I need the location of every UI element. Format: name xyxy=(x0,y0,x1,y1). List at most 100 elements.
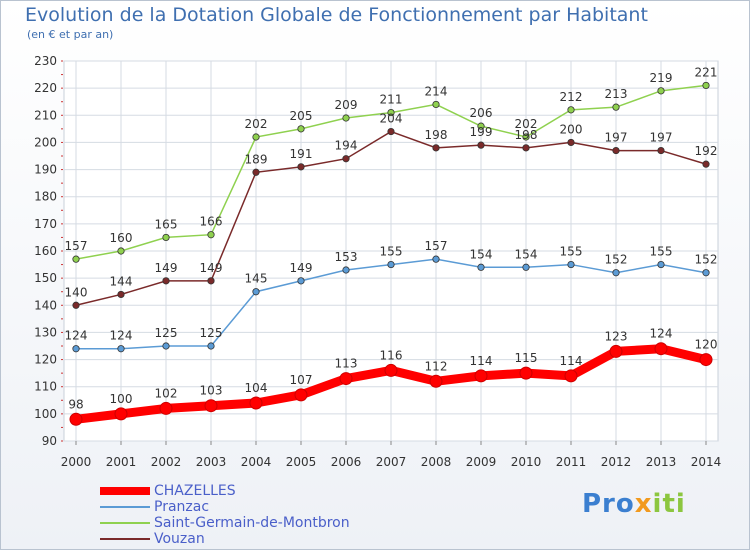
data-point xyxy=(432,255,440,263)
data-label: 157 xyxy=(65,239,88,253)
data-label: 124 xyxy=(650,327,673,341)
data-label: 221 xyxy=(695,65,718,79)
data-label: 100 xyxy=(110,392,133,406)
proxiti-logo: Proxiti xyxy=(582,489,686,519)
data-label: 104 xyxy=(245,381,268,395)
x-tick-label: 2004 xyxy=(241,455,272,469)
data-point xyxy=(117,345,125,353)
data-point xyxy=(432,100,440,109)
data-point xyxy=(297,125,305,133)
data-label: 125 xyxy=(200,326,223,340)
data-label: 103 xyxy=(200,384,223,398)
y-tick-label: 170 xyxy=(34,217,57,231)
data-point xyxy=(342,266,350,274)
data-label: 144 xyxy=(110,274,133,288)
logo-part-2: x xyxy=(634,489,653,519)
data-label: 152 xyxy=(605,253,628,267)
data-label: 154 xyxy=(470,247,493,261)
x-tick-label: 2008 xyxy=(421,455,452,469)
y-tick-label: 180 xyxy=(34,190,57,204)
data-label: 153 xyxy=(335,250,358,264)
legend-swatch xyxy=(100,538,150,540)
y-tick-label: 220 xyxy=(34,81,57,95)
data-point xyxy=(522,263,530,271)
data-point xyxy=(117,290,125,299)
data-point xyxy=(72,301,80,309)
data-label: 200 xyxy=(560,122,583,136)
data-label: 205 xyxy=(290,109,313,123)
data-label: 124 xyxy=(65,329,88,343)
data-point xyxy=(159,401,173,415)
x-tick-label: 2003 xyxy=(196,455,227,469)
data-label: 209 xyxy=(335,98,358,112)
y-tick-label: 90 xyxy=(42,434,57,448)
data-point xyxy=(654,342,668,356)
data-label: 199 xyxy=(470,125,493,139)
data-point xyxy=(294,388,308,402)
y-tick-label: 230 xyxy=(34,54,57,68)
data-point xyxy=(114,407,128,421)
data-label: 125 xyxy=(155,326,178,340)
x-tick-label: 2013 xyxy=(646,455,677,469)
data-label: 194 xyxy=(335,139,358,153)
data-point xyxy=(657,146,665,155)
data-point xyxy=(699,353,713,367)
data-point xyxy=(567,138,575,147)
legend-label: CHAZELLES xyxy=(154,483,236,499)
x-tick-label: 2002 xyxy=(151,455,182,469)
data-point xyxy=(162,342,170,350)
data-point xyxy=(207,231,215,239)
y-tick-label: 200 xyxy=(34,135,57,149)
data-point xyxy=(72,345,80,353)
y-tick-label: 100 xyxy=(34,407,57,421)
data-point xyxy=(519,366,533,380)
data-point xyxy=(249,396,263,410)
data-point xyxy=(204,399,218,413)
data-point xyxy=(564,369,578,383)
x-tick-label: 2011 xyxy=(556,455,587,469)
data-point xyxy=(474,369,488,383)
data-label: 211 xyxy=(380,93,403,107)
data-point xyxy=(477,263,485,271)
data-point xyxy=(252,133,260,141)
data-label: 198 xyxy=(515,128,538,142)
data-label: 140 xyxy=(65,285,88,299)
data-point xyxy=(429,374,443,388)
data-point xyxy=(612,269,620,277)
data-point xyxy=(522,133,530,141)
x-tick-label: 2012 xyxy=(601,455,632,469)
y-tick-label: 130 xyxy=(34,325,57,339)
data-label: 189 xyxy=(245,152,268,166)
x-tick-label: 2009 xyxy=(466,455,497,469)
x-tick-label: 2005 xyxy=(286,455,317,469)
data-point xyxy=(609,344,623,358)
data-label: 113 xyxy=(335,357,358,371)
data-label: 98 xyxy=(68,397,83,411)
data-label: 160 xyxy=(110,231,133,245)
data-point xyxy=(702,81,710,90)
data-label: 115 xyxy=(515,351,538,365)
data-label: 192 xyxy=(695,144,718,158)
data-label: 114 xyxy=(560,354,583,368)
data-point xyxy=(387,127,395,136)
data-point xyxy=(69,412,83,426)
logo-part-1: Pro xyxy=(582,489,635,519)
data-label: 202 xyxy=(515,117,538,131)
x-tick-label: 2007 xyxy=(376,455,407,469)
data-label: 149 xyxy=(290,261,313,275)
data-label: 191 xyxy=(290,147,313,161)
data-label: 204 xyxy=(380,112,403,126)
legend-label: Pranzac xyxy=(154,499,210,515)
data-point xyxy=(477,141,485,149)
data-label: 123 xyxy=(605,329,628,343)
data-point xyxy=(297,163,305,171)
y-tick-label: 120 xyxy=(34,353,57,367)
data-label: 165 xyxy=(155,217,178,231)
y-tick-label: 160 xyxy=(34,244,57,258)
data-label: 212 xyxy=(560,90,583,104)
legend-swatch xyxy=(100,506,150,508)
data-label: 214 xyxy=(425,84,448,98)
data-label: 145 xyxy=(245,272,268,286)
y-tick-label: 110 xyxy=(34,380,57,394)
